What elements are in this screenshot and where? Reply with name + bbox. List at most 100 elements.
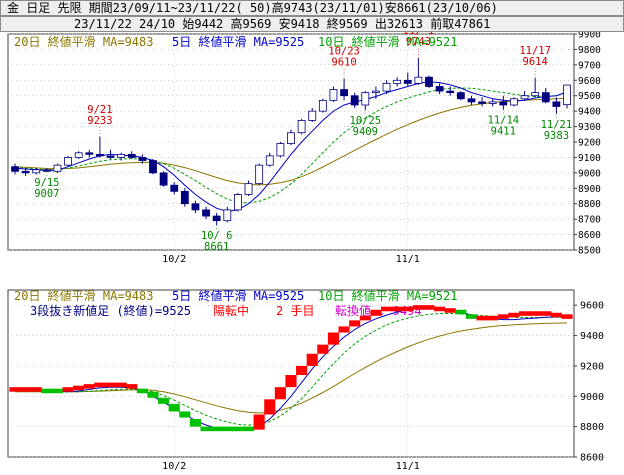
break-brick — [444, 308, 456, 313]
break-brick — [391, 306, 403, 312]
candle-body — [478, 101, 486, 104]
candle-body — [244, 183, 253, 195]
panel2-y-tick-label: 9000 — [580, 392, 604, 403]
candle-body — [297, 120, 306, 134]
candle-body — [541, 92, 550, 103]
panel1-legend-ma20: 20日 終値平滑 MA=9483 — [14, 34, 153, 49]
candle-body — [520, 95, 529, 100]
break-brick — [147, 391, 159, 398]
ma20-line — [14, 97, 568, 186]
panel1-y-tick-label: 8800 — [578, 199, 601, 210]
break-brick — [359, 315, 371, 321]
annotation-value: 9409 — [353, 126, 378, 138]
annotation-date: 10/ 6 — [201, 230, 233, 242]
break-brick — [83, 384, 95, 389]
candle-body — [403, 79, 412, 84]
break-brick — [211, 426, 223, 432]
break-brick — [30, 387, 42, 392]
candle-body — [361, 92, 370, 106]
break-brick — [561, 314, 573, 319]
panel1-x-tick-label: 11/1 — [396, 254, 420, 265]
break-brick — [264, 399, 276, 415]
panel2-y-tick-label: 9200 — [580, 361, 604, 372]
annotation-date: 11/17 — [519, 45, 551, 57]
break-brick — [253, 414, 265, 430]
panel1-y-tick-label: 9000 — [578, 168, 601, 179]
break-brick — [189, 419, 202, 427]
candle-body — [287, 132, 295, 144]
candle-body — [42, 169, 51, 172]
break-brick — [200, 426, 212, 432]
break-brick — [412, 305, 424, 310]
annotation-value: 9383 — [544, 130, 569, 142]
candle-body — [329, 89, 338, 101]
candle-body — [127, 153, 136, 158]
break-brick — [104, 382, 117, 388]
annotation-date: 11/21 — [541, 119, 573, 131]
panel2-x-tick-label: 11/1 — [396, 461, 420, 472]
ma5-line — [14, 81, 568, 212]
candle-body — [318, 99, 327, 112]
break-ma20-line — [15, 322, 568, 414]
break-brick — [232, 426, 244, 432]
break-brick — [327, 332, 340, 345]
annotation-value: 9233 — [87, 115, 112, 127]
chart-header-latest-bar: 23/11/22 24/10 始9442 高9569 安9418 終9569 出… — [0, 16, 624, 32]
candle-body — [159, 172, 168, 186]
chart-canvas: 8500 8600 8700 8800 8900 9000 9100 9200 9300 9400… — [0, 32, 624, 472]
break-brick — [51, 388, 64, 394]
annotation-value: 8661 — [204, 241, 229, 253]
panel1-legend-ma10: 10日 終値平滑 MA=9521 — [318, 34, 457, 49]
break-brick — [306, 353, 318, 366]
candle-body — [393, 79, 402, 84]
candle-body — [372, 90, 380, 94]
break-brick — [73, 385, 85, 391]
annotation-date: 9/21 — [87, 104, 112, 116]
panel1-y-tick-label: 9700 — [578, 60, 601, 71]
break-brick — [242, 426, 255, 432]
candle-body — [212, 215, 221, 222]
break-brick — [168, 403, 180, 412]
panel2-legend-ma5: 5日 終値平滑 MA=9525 — [172, 288, 304, 303]
candle-body — [21, 170, 30, 174]
candle-body — [74, 152, 83, 158]
break-brick — [285, 375, 297, 388]
break-brick — [423, 305, 435, 310]
annotation-value: 9743 — [406, 36, 431, 48]
break-brick — [158, 397, 170, 404]
panel2-legend-ma10: 10日 終値平滑 MA=9521 — [318, 288, 457, 303]
annotation-date: 10/25 — [350, 115, 382, 127]
panel2-y-tick-label: 8600 — [580, 453, 604, 464]
break-brick — [115, 382, 127, 388]
break-brick — [540, 311, 552, 316]
annotation-date: 11/ 1 — [403, 32, 435, 37]
candle-body — [32, 169, 41, 174]
candle-body — [149, 160, 157, 174]
annotation-value: 9614 — [523, 56, 548, 68]
candle-body — [255, 164, 264, 185]
panel1-y-tick-label: 8700 — [578, 215, 601, 226]
break-brick — [274, 387, 286, 400]
break-brick — [94, 382, 106, 388]
break-brick — [9, 387, 21, 392]
panel1-y-tick-label: 8500 — [578, 246, 601, 257]
candle-body — [191, 203, 200, 211]
annotation-date: 9/15 — [34, 177, 59, 189]
candle-body — [446, 90, 455, 94]
candle-body — [265, 155, 274, 166]
candle-body — [11, 166, 19, 172]
break-brick — [41, 388, 53, 394]
annotation-date: 10/23 — [328, 46, 360, 58]
panel2-y-tick-label: 9400 — [580, 331, 604, 342]
candle-body — [382, 82, 391, 92]
break-brick — [487, 315, 499, 321]
candle-body — [106, 155, 115, 158]
candle-body — [340, 89, 348, 97]
break-brick — [529, 311, 541, 316]
candle-body — [531, 92, 540, 97]
chart-header-period: 金 日足 先限 期間23/09/11~23/11/22( 50)高9743(23… — [0, 0, 624, 16]
candle-body — [350, 95, 359, 106]
break-brick — [296, 365, 308, 376]
annotation-value: 9610 — [331, 57, 356, 69]
candle-body — [563, 84, 571, 106]
